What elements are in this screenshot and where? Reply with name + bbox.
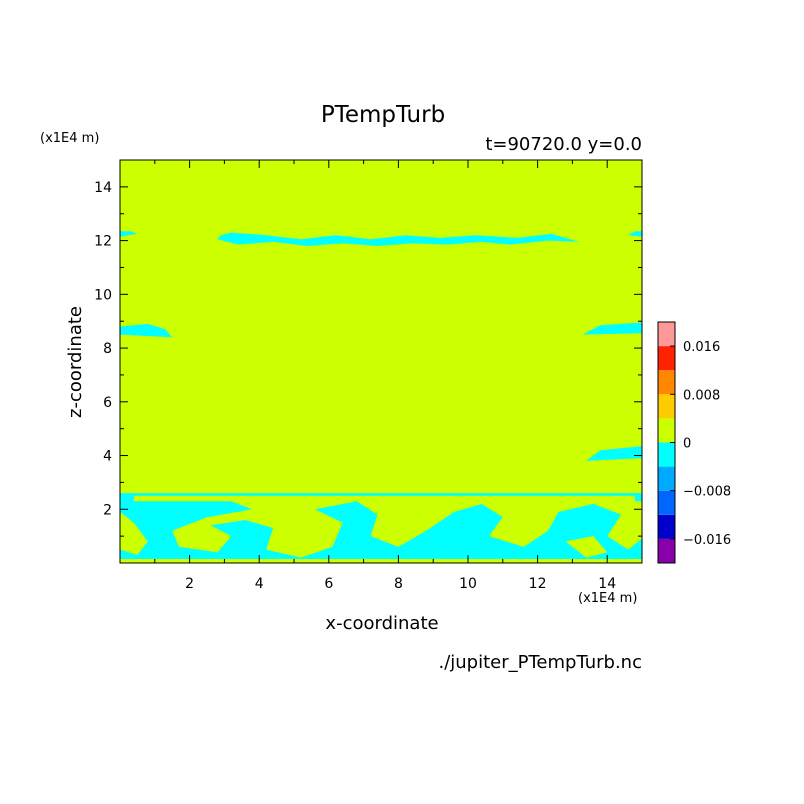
contour-region-7	[120, 231, 138, 237]
colorbar-segment	[658, 394, 675, 419]
plot-frame	[119, 159, 643, 564]
colorbar-segment	[658, 466, 675, 491]
colorbar-tick-label: −0.008	[683, 485, 731, 500]
y-axis-label: z-coordinate	[65, 306, 86, 418]
contour-region-8	[628, 231, 642, 237]
x-tick-label: 10	[459, 576, 477, 592]
x-tick-label: 6	[324, 576, 333, 592]
colorbar-segment	[658, 346, 675, 371]
contour-region-1	[133, 495, 642, 558]
x-tick-label: 14	[598, 576, 616, 592]
colorbar-tick-label: 0	[683, 437, 691, 452]
chart-subtitle: t=90720.0 y=0.0	[485, 134, 642, 155]
plot-area	[120, 160, 642, 563]
axes: 2 4 6 8 10 12 14 2 4 6 8 10 12 14	[94, 159, 643, 592]
colorbar-tick-label: 0.008	[683, 388, 720, 403]
contour-region-4	[565, 536, 608, 558]
filename-label: ./jupiter_PTempTurb.nc	[438, 652, 642, 673]
colorbar: 0.016 0.008 0 −0.008 −0.016	[657, 321, 731, 564]
y-tick-label: 12	[94, 234, 112, 250]
x-tick-label: 2	[185, 576, 194, 592]
y-tick-label: 14	[94, 180, 112, 196]
colorbar-segment	[658, 442, 675, 467]
colorbar-tick-label: 0.016	[683, 340, 720, 355]
y-tick-label: 6	[103, 395, 112, 411]
contour-region-11	[586, 446, 642, 461]
colorbar-segment	[658, 370, 675, 395]
x-scale-label: (x1E4 m)	[578, 591, 637, 606]
contour-region-3	[384, 503, 420, 529]
colorbar-segment	[658, 418, 675, 443]
chart-title: PTempTurb	[321, 102, 445, 128]
x-tick-label: 4	[255, 576, 264, 592]
x-tick-label: 12	[529, 576, 547, 592]
colorbar-segment	[658, 322, 675, 347]
contour-region-5	[120, 559, 642, 563]
x-tick-label: 8	[394, 576, 403, 592]
contour-region-6	[217, 232, 580, 246]
y-tick-label: 8	[103, 341, 112, 357]
colorbar-tick-label: −0.016	[683, 533, 731, 548]
x-axis-label: x-coordinate	[325, 613, 438, 634]
contour-region-2	[120, 512, 148, 555]
y-tick-label: 4	[103, 449, 112, 465]
colorbar-segment	[658, 538, 675, 563]
y-scale-label: (x1E4 m)	[40, 131, 99, 146]
colorbar-segment	[658, 514, 675, 539]
y-tick-label: 10	[94, 287, 112, 303]
contour-region-10	[582, 322, 642, 335]
y-tick-label: 2	[103, 502, 112, 518]
colorbar-segment	[658, 490, 675, 515]
contour-region-9	[120, 323, 173, 338]
